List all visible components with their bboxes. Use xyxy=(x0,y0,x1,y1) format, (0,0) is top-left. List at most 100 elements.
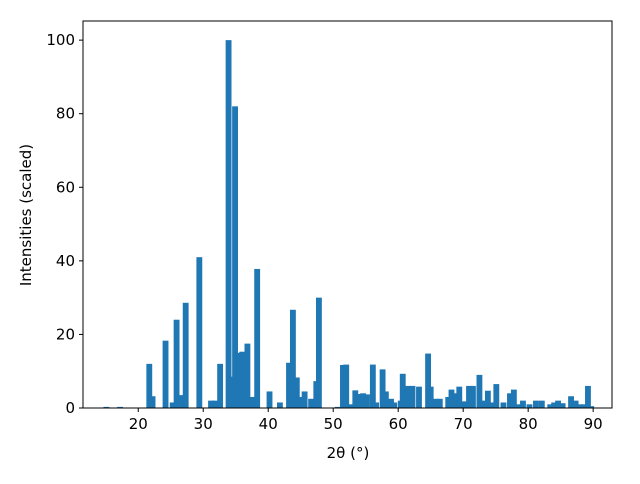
bar xyxy=(244,343,251,408)
bar xyxy=(173,319,180,408)
bar xyxy=(577,404,584,408)
bar xyxy=(289,309,296,408)
bar xyxy=(416,386,422,408)
bar xyxy=(432,398,439,408)
plot-frame xyxy=(82,20,613,409)
x-tick-label: 40 xyxy=(259,415,278,433)
y-axis-label: Intensities (scaled) xyxy=(17,144,35,286)
bar xyxy=(445,396,452,408)
bar xyxy=(308,398,315,408)
bar xyxy=(356,394,363,408)
bar xyxy=(555,400,561,408)
bar xyxy=(182,302,189,408)
bar xyxy=(196,257,203,408)
bar xyxy=(476,374,483,408)
bar xyxy=(391,402,398,408)
bar xyxy=(452,393,459,408)
bar xyxy=(286,362,292,408)
bar xyxy=(533,400,539,408)
bar xyxy=(461,401,468,408)
bar xyxy=(146,363,153,408)
bar xyxy=(373,402,380,408)
bar xyxy=(254,268,261,408)
bar xyxy=(343,364,350,408)
bar xyxy=(488,402,495,408)
bar xyxy=(510,389,517,408)
bar xyxy=(217,363,224,408)
x-tick-label: 70 xyxy=(454,415,473,433)
bar xyxy=(484,390,491,408)
bar xyxy=(409,385,416,408)
bar xyxy=(425,353,432,408)
bar xyxy=(169,402,176,408)
bar xyxy=(334,406,341,408)
bar xyxy=(162,340,169,408)
bar xyxy=(340,364,346,408)
bar xyxy=(179,395,186,408)
bar xyxy=(427,386,434,408)
bar xyxy=(360,393,367,408)
y-tick-label: 60 xyxy=(56,178,75,196)
bar xyxy=(249,396,256,408)
bar xyxy=(369,364,376,408)
bar xyxy=(500,402,507,408)
bar xyxy=(228,376,235,408)
x-tick-label: 50 xyxy=(324,415,343,433)
bar xyxy=(448,389,455,408)
y-tick-label: 80 xyxy=(56,105,75,123)
bar xyxy=(470,385,476,408)
bar xyxy=(388,398,394,408)
x-axis-label: 2θ (°) xyxy=(327,444,370,462)
bar xyxy=(352,390,359,408)
bar xyxy=(293,377,300,408)
bar xyxy=(551,402,558,408)
bar xyxy=(364,394,370,408)
bar xyxy=(405,385,411,408)
bar xyxy=(348,404,355,408)
bar xyxy=(520,400,526,408)
bar xyxy=(526,404,533,408)
y-tick-label: 100 xyxy=(46,31,75,49)
bar xyxy=(103,406,110,408)
y-tick-label: 0 xyxy=(65,399,75,417)
bar xyxy=(547,404,554,408)
bar xyxy=(481,400,487,408)
bar xyxy=(516,404,522,408)
bar xyxy=(212,400,218,408)
bar xyxy=(568,396,574,408)
y-tick-label: 20 xyxy=(56,325,75,343)
bar xyxy=(298,396,305,408)
bar xyxy=(117,406,123,408)
bar xyxy=(208,400,214,408)
bar xyxy=(266,391,273,408)
bar xyxy=(276,402,283,408)
bar xyxy=(585,385,591,408)
y-tick-label: 40 xyxy=(56,252,75,270)
bar xyxy=(382,391,389,408)
bar xyxy=(225,40,232,409)
bar xyxy=(236,352,242,408)
bar xyxy=(232,106,238,408)
bar xyxy=(581,404,587,408)
x-tick-label: 90 xyxy=(584,415,603,433)
bar xyxy=(507,393,513,408)
bar xyxy=(149,396,156,408)
bar xyxy=(239,351,246,408)
bar xyxy=(456,386,463,408)
bar xyxy=(436,398,443,408)
x-tick-label: 20 xyxy=(129,415,148,433)
bar xyxy=(315,297,322,408)
bar xyxy=(301,391,308,408)
bar xyxy=(572,400,579,408)
bar xyxy=(559,403,566,408)
x-tick-label: 30 xyxy=(194,415,213,433)
x-tick-label: 60 xyxy=(389,415,408,433)
bar xyxy=(588,406,595,408)
x-tick-label: 80 xyxy=(519,415,538,433)
bar xyxy=(538,400,545,408)
bar xyxy=(379,369,386,408)
bar xyxy=(466,385,472,408)
bar xyxy=(399,373,406,408)
bar xyxy=(493,384,500,408)
